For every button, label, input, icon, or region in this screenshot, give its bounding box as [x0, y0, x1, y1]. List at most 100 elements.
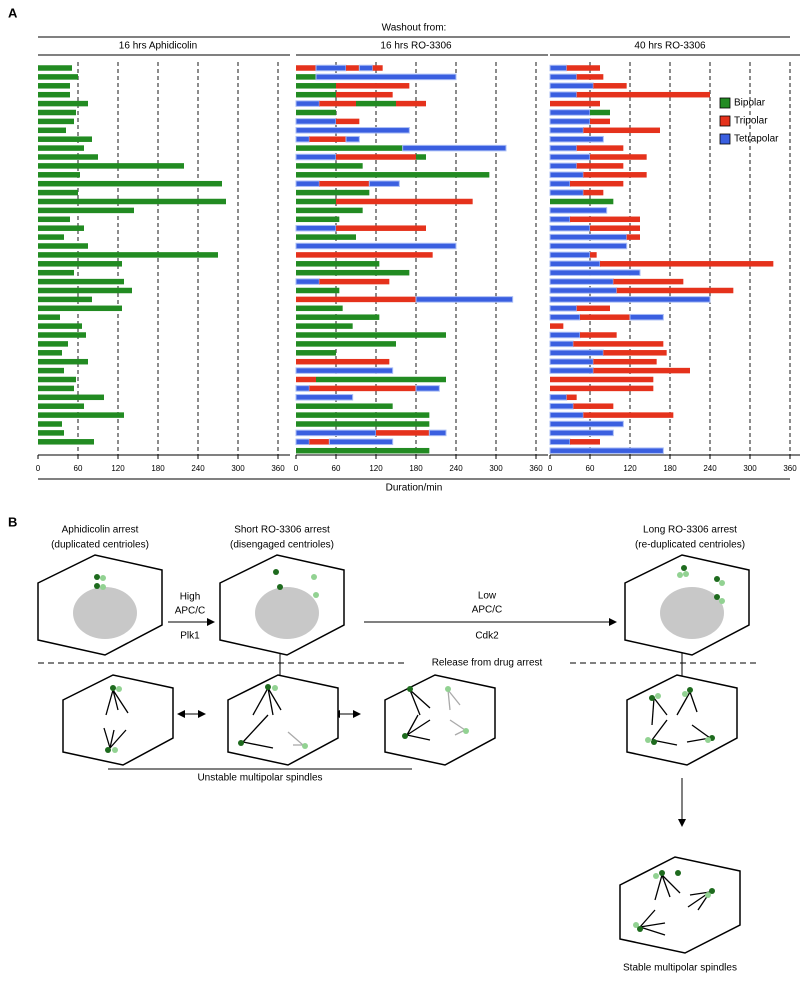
cell-circle: [649, 695, 655, 701]
cell-line: [689, 691, 698, 713]
segment: [295, 429, 377, 437]
cell-circle: [100, 575, 106, 581]
legend-swatch: [719, 97, 731, 109]
segment: [590, 252, 597, 258]
cell-circle: [714, 594, 720, 600]
segment: [296, 403, 393, 409]
segment: [576, 91, 710, 98]
segment: [583, 127, 660, 134]
segment: [296, 287, 340, 294]
cell-circle: [311, 574, 317, 580]
segment: [613, 278, 684, 285]
segment: [296, 65, 316, 71]
x-axis-label: Duration/min: [386, 483, 443, 494]
segment: [38, 163, 184, 169]
segment: [295, 438, 310, 446]
cell-line: [252, 687, 269, 716]
cell-line: [449, 719, 466, 731]
segment: [38, 287, 132, 294]
x-tick-label: 300: [231, 464, 245, 473]
segment: [38, 403, 84, 409]
segment: [549, 82, 594, 90]
segment: [580, 314, 630, 320]
cell-line: [109, 729, 127, 749]
figure-header: Washout from:: [382, 23, 447, 34]
segment: [570, 180, 624, 187]
cell-line: [267, 687, 274, 716]
segment: [296, 296, 416, 303]
segment: [629, 313, 664, 321]
cell-polygon: [227, 674, 339, 766]
x-tick-label: 240: [703, 464, 717, 473]
segment: [590, 225, 640, 231]
segment: [593, 83, 627, 89]
state-label: Long RO-3306 arrest: [643, 525, 737, 536]
segment: [549, 278, 614, 285]
cell-circle: [637, 926, 643, 932]
segment: [296, 269, 410, 276]
cell-circle: [675, 870, 681, 876]
segment: [295, 153, 337, 161]
cell: [619, 856, 741, 954]
segment: [549, 438, 571, 446]
segment: [296, 323, 353, 329]
segment: [38, 305, 122, 312]
segment: [549, 331, 581, 339]
segment: [573, 403, 614, 409]
x-tick-label: 180: [409, 464, 423, 473]
cell-line: [406, 714, 419, 736]
segment: [309, 439, 330, 445]
x-tick-label: 120: [623, 464, 637, 473]
segment: [549, 118, 591, 125]
cell-circle: [719, 580, 725, 586]
cell: [62, 674, 174, 766]
segment: [296, 109, 336, 116]
segment: [38, 145, 84, 151]
segment: [38, 127, 66, 134]
x-tick-label: 60: [74, 464, 83, 473]
segment: [296, 350, 336, 356]
segment: [296, 145, 403, 151]
state-label: Short RO-3306 arrest: [234, 525, 330, 536]
segment: [38, 207, 134, 214]
segment: [296, 207, 363, 214]
cell-circle: [709, 888, 715, 894]
cell-circle: [277, 584, 283, 590]
segment: [549, 287, 618, 294]
segment: [402, 144, 507, 152]
cell-line: [691, 724, 711, 739]
chart-subtitle: 16 hrs RO-3306: [380, 41, 452, 52]
segment: [415, 296, 514, 303]
segment: [550, 198, 614, 205]
segment: [550, 323, 564, 329]
segment: [38, 341, 68, 347]
segment: [583, 189, 604, 196]
segment: [549, 349, 604, 357]
segment: [566, 65, 600, 71]
segment: [549, 260, 601, 268]
segment: [315, 64, 347, 72]
segment: [549, 429, 614, 437]
cell-circle: [402, 733, 408, 739]
segment: [580, 332, 617, 338]
segment: [549, 135, 604, 143]
release-label: Release from drug arrest: [432, 658, 543, 669]
segment: [296, 252, 433, 258]
x-tick-label: 180: [151, 464, 165, 473]
segment: [593, 358, 657, 365]
segment: [626, 234, 640, 240]
cell-circle: [659, 870, 665, 876]
segment: [566, 394, 577, 401]
segment: [576, 305, 610, 312]
cell-line: [447, 689, 461, 706]
segment: [590, 154, 647, 160]
segment: [296, 341, 396, 347]
transition-label: Cdk2: [475, 631, 499, 642]
cell-circle: [445, 686, 451, 692]
segment: [309, 385, 416, 392]
segment: [38, 278, 124, 285]
segment: [549, 64, 568, 72]
cell-circle: [94, 574, 100, 580]
cell-circle: [681, 565, 687, 571]
cell-line: [651, 697, 655, 726]
